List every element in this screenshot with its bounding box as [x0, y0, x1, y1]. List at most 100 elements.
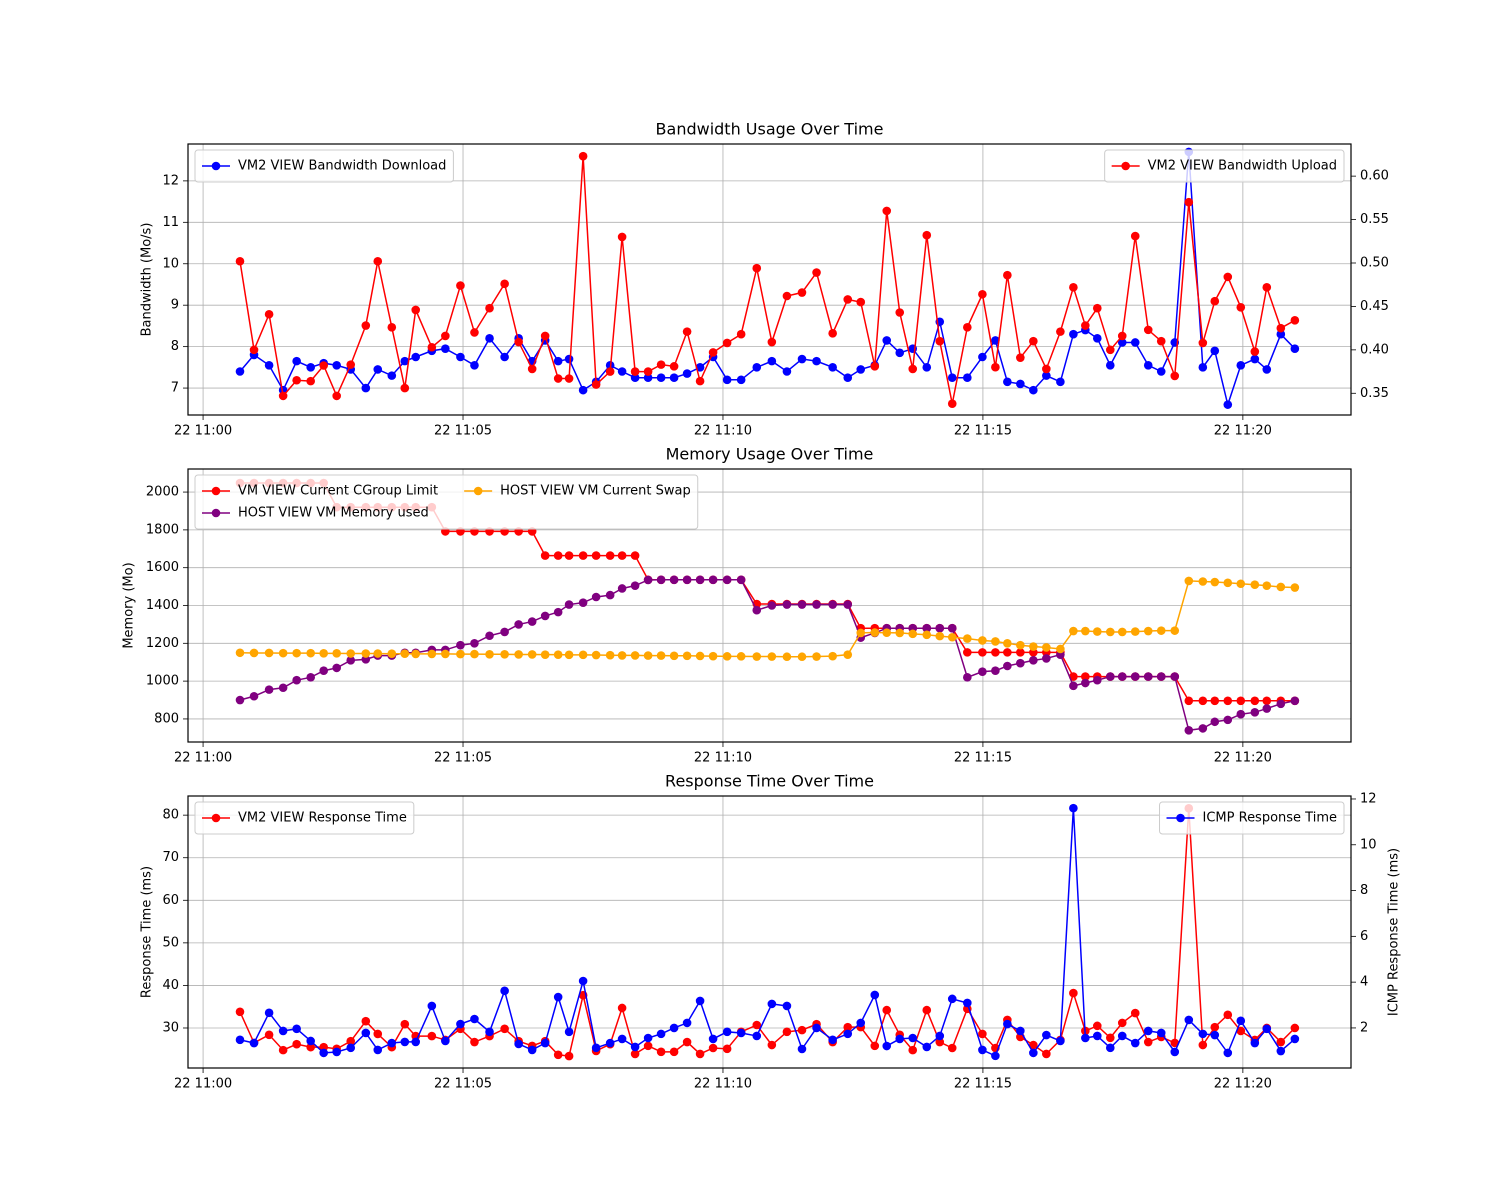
data-point: [617, 232, 627, 242]
data-point: [346, 649, 356, 658]
data-point: [722, 375, 732, 385]
y-tick-label: 1400: [146, 598, 179, 613]
legend-box: [1159, 801, 1345, 835]
data-point: [963, 373, 972, 383]
data-point: [411, 305, 421, 315]
data-point: [1156, 626, 1166, 635]
data-point: [812, 268, 821, 277]
data-point: [708, 1043, 718, 1053]
data-point: [1210, 696, 1220, 706]
data-point: [708, 348, 718, 357]
data-point: [1170, 1047, 1180, 1057]
data-point: [736, 652, 746, 661]
data-point: [1236, 709, 1246, 719]
data-point: [812, 1023, 821, 1033]
data-point: [617, 651, 627, 660]
data-point: [591, 650, 601, 660]
data-point: [1223, 272, 1233, 282]
data-point: [373, 1029, 383, 1039]
y2-axis-label: ICMP Response Time (ms): [1387, 848, 1402, 1016]
data-point: [963, 322, 972, 332]
data-point: [1290, 583, 1300, 592]
data-point: [249, 345, 259, 355]
data-point: [682, 575, 692, 585]
data-point: [346, 360, 356, 369]
data-point: [682, 1018, 692, 1028]
data-point: [1130, 627, 1140, 636]
data-point: [1223, 696, 1233, 706]
data-point: [346, 656, 356, 665]
data-point: [682, 327, 692, 336]
data-point: [669, 651, 679, 661]
data-point: [1223, 400, 1233, 409]
data-point: [1069, 329, 1078, 339]
data-point: [895, 628, 905, 638]
data-point: [656, 373, 666, 383]
data-point: [1156, 672, 1166, 681]
y2-tick-label: 0.50: [1360, 255, 1389, 270]
y-tick-label: 60: [162, 893, 179, 908]
data-point: [361, 1028, 371, 1038]
data-point: [922, 1042, 932, 1052]
data-point: [812, 600, 821, 609]
data-point: [1081, 672, 1090, 681]
data-point: [1290, 344, 1300, 354]
data-point: [1117, 338, 1127, 347]
data-point: [1184, 725, 1194, 735]
data-point: [1016, 379, 1025, 389]
data-point: [1081, 1033, 1090, 1043]
data-point: [695, 651, 705, 661]
legend-label: VM VIEW Current CGroup Limit: [238, 484, 438, 499]
data-point: [235, 648, 245, 658]
data-point: [319, 361, 328, 370]
legend-label: VM2 VIEW Response Time: [238, 811, 407, 826]
data-point: [1250, 1038, 1260, 1048]
data-point: [1016, 1026, 1025, 1036]
data-point: [361, 321, 371, 330]
data-point: [540, 1038, 550, 1048]
data-point: [828, 1035, 837, 1045]
data-point: [278, 1026, 288, 1036]
y2-tick-label: 0.60: [1360, 169, 1389, 184]
data-point: [1250, 354, 1260, 364]
data-point: [828, 363, 837, 372]
y2-tick-label: 12: [1360, 791, 1377, 806]
data-point: [767, 999, 777, 1009]
data-point: [373, 365, 383, 374]
data-point: [1069, 681, 1078, 691]
data-point: [1042, 364, 1051, 374]
data-point: [856, 365, 866, 374]
data-point: [1029, 656, 1038, 665]
data-point: [736, 575, 746, 585]
data-point: [264, 1008, 274, 1018]
data-point: [656, 360, 666, 369]
data-point: [630, 651, 640, 660]
data-point: [843, 650, 853, 659]
data-point: [400, 1019, 410, 1029]
data-point: [400, 383, 410, 393]
data-point: [947, 1043, 957, 1053]
data-point: [1184, 1015, 1194, 1025]
data-point: [669, 1023, 679, 1033]
data-point: [870, 628, 880, 637]
data-point: [669, 1047, 679, 1057]
y-tick-label: 2000: [146, 485, 179, 500]
data-point: [1056, 644, 1065, 654]
data-point: [991, 648, 1000, 657]
data-point: [346, 1043, 356, 1053]
legend-box: [194, 149, 454, 183]
data-point: [1262, 581, 1272, 590]
data-point: [752, 652, 762, 661]
data-point: [578, 551, 588, 560]
data-point: [1262, 283, 1272, 292]
data-point: [812, 652, 821, 661]
legend: VM2 VIEW Response Time: [194, 801, 415, 835]
y-tick-label: 800: [154, 711, 179, 726]
data-point: [1092, 1031, 1102, 1041]
data-point: [1170, 371, 1180, 381]
y2-tick-label: 6: [1360, 929, 1368, 944]
data-point: [782, 291, 792, 301]
data-point: [564, 374, 574, 383]
data-point: [427, 1001, 437, 1011]
data-point: [856, 297, 866, 307]
